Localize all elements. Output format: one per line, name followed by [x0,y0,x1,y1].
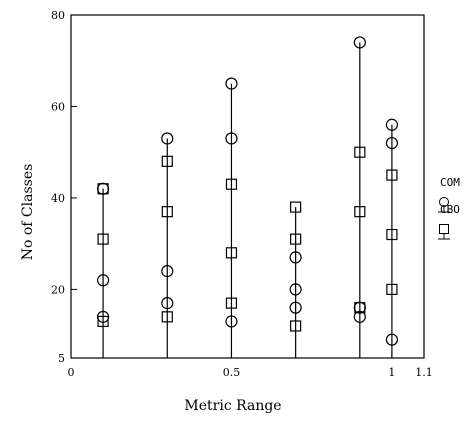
y-tick-label: 80 [51,9,65,22]
y-tick-label: 5 [58,352,65,365]
cbo-point [161,206,173,218]
com-point [385,333,399,346]
com-point [385,118,399,131]
legend: COM CBO [438,176,460,240]
cbo-point [161,155,173,167]
com-point [353,36,366,49]
x-tick-label: 0.5 [223,366,241,379]
com-point [225,315,238,328]
cbo-point [97,315,109,328]
y-tick-label: 20 [51,283,65,296]
cbo-point [354,302,366,314]
cbo-point [386,228,398,241]
cbo-point [290,201,302,213]
com-point [225,77,238,90]
cbo-point [97,233,109,245]
x-tick-label: 0 [68,366,75,379]
range-lines [102,42,393,358]
legend-label: COM [440,176,460,189]
x-tick-label: 1.1 [415,366,433,379]
plot-area-border [70,14,425,359]
com-point [289,301,302,314]
cbo-point [225,297,238,309]
cbo-point [225,247,238,259]
com-point [161,132,174,145]
com-point [225,132,238,145]
cbo-point [225,178,238,190]
y-axis-title: No of Classes [20,164,36,261]
com-point [289,283,302,296]
cbo-point [354,146,366,158]
x-ticks: 0 0.5 1 1.1 [68,352,433,379]
cbo-point [354,206,366,218]
com-point [385,136,399,150]
x-tick-label: 1 [388,366,395,379]
plot-frame [70,14,425,359]
y-tick-label: 60 [51,100,65,113]
cbo-point [290,320,302,332]
com-point [96,274,110,287]
cbo-point [290,233,302,245]
cbo-point [161,311,173,323]
cbo-point [386,283,398,295]
x-axis-title: Metric Range [184,398,281,414]
legend-marker [439,224,449,234]
y-tick-label: 40 [51,192,65,205]
com-point [353,310,366,323]
data-markers [96,36,399,346]
cbo-point [386,169,398,181]
legend-label: CBO [440,203,460,216]
com-point [289,251,302,264]
cbo-point [97,183,109,195]
com-point [161,265,174,278]
com-point [161,297,174,310]
legend-marker [439,197,449,207]
y-ticks: 5 20 40 60 80 [51,9,77,365]
